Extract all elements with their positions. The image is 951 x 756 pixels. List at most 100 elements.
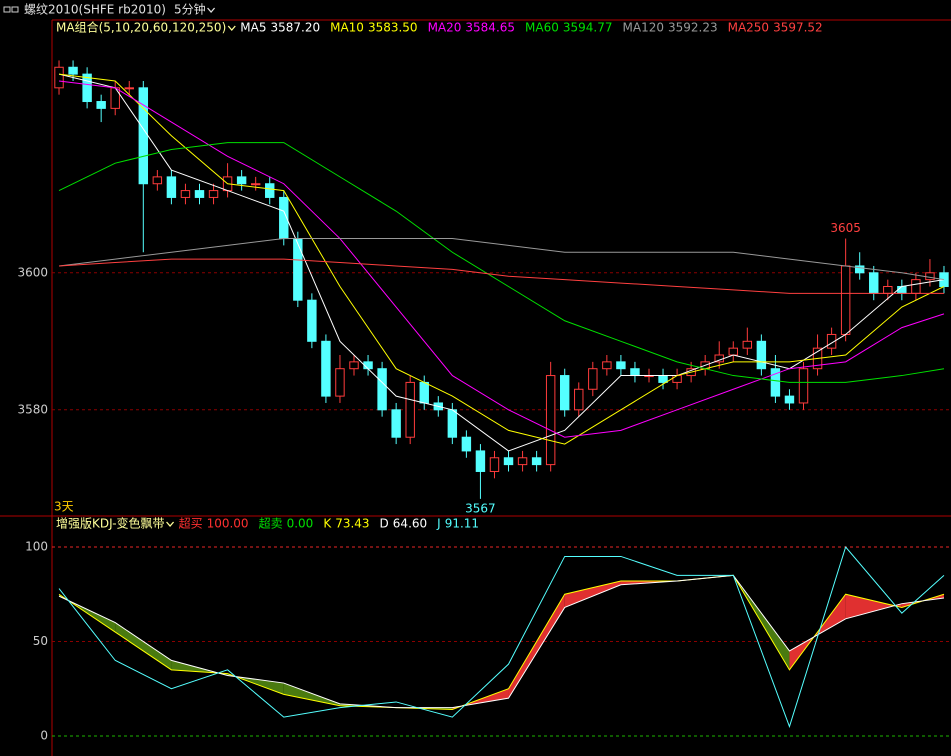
kd-ribbon — [564, 581, 621, 608]
candle-body — [517, 457, 528, 466]
candle-body — [742, 340, 753, 349]
instrument-title: 螺纹2010(SHFE rb2010) — [24, 3, 166, 17]
candle-body — [349, 361, 359, 370]
legend-name: J — [436, 517, 441, 531]
dropdown-chevron[interactable] — [207, 7, 216, 13]
candle-body — [475, 450, 486, 472]
indicator-title[interactable]: 增强版KDJ-变色飘带 — [56, 516, 165, 531]
legend-name: D — [380, 517, 389, 531]
kd-ribbon — [115, 622, 172, 670]
candle-body — [391, 409, 401, 438]
candle-body — [545, 375, 556, 466]
kd-ribbon — [845, 594, 902, 619]
legend-value: 3597.52 — [773, 21, 823, 35]
candle-body — [265, 183, 275, 198]
legend-value: 3584.65 — [465, 21, 515, 35]
legend-value: 64.60 — [393, 517, 427, 531]
level-name: 超买 — [179, 516, 203, 531]
icon — [3, 6, 11, 13]
period[interactable]: 5分钟 — [174, 2, 206, 17]
candle-body — [911, 279, 921, 294]
ma-line — [58, 73, 945, 452]
candle-body — [377, 368, 387, 411]
candle-body — [68, 66, 78, 75]
candle-body — [756, 340, 767, 370]
candle-body — [124, 87, 134, 90]
candle-body — [194, 190, 205, 198]
candle-body — [152, 176, 163, 185]
candle-body — [854, 265, 865, 274]
candle-body — [138, 87, 149, 185]
candle-body — [559, 375, 570, 411]
annotation: 3605 — [830, 221, 861, 235]
x-axis-label: 3天 — [54, 500, 74, 514]
candle-body — [110, 87, 120, 109]
candle-body — [321, 340, 331, 397]
candle-body — [461, 436, 472, 452]
candle-body — [307, 299, 317, 342]
legend-value: 73.43 — [335, 517, 369, 531]
candle-body — [728, 347, 738, 356]
legend-value: 3583.50 — [368, 21, 418, 35]
legend-name: MA20 — [428, 21, 462, 35]
legend-name: MA250 — [728, 21, 769, 35]
indicator-title[interactable]: MA组合(5,10,20,60,120,250) — [56, 20, 226, 35]
candle-body — [616, 361, 626, 370]
candle-body — [250, 183, 261, 186]
kdj-line — [58, 574, 945, 711]
candle-body — [630, 368, 640, 377]
legend-name: MA10 — [330, 21, 364, 35]
candle-body — [503, 457, 514, 466]
legend-value: 3592.23 — [668, 21, 718, 35]
candle-body — [883, 285, 893, 294]
candle-body — [798, 368, 809, 404]
kdj-line — [58, 545, 945, 729]
level-value: 100.00 — [207, 517, 249, 531]
ma-line — [58, 238, 945, 281]
candle-body — [770, 368, 781, 397]
ma-line — [58, 258, 944, 294]
candle-body — [96, 101, 106, 109]
candle-body — [82, 73, 92, 103]
candle-body — [574, 388, 584, 411]
legend-value: 91.11 — [445, 517, 479, 531]
legend-value: 3594.77 — [563, 21, 613, 35]
candle-body — [840, 265, 851, 335]
candle-body — [672, 375, 682, 383]
candle-body — [602, 361, 612, 370]
candle-body — [489, 457, 500, 472]
y-tick-label: 100 — [25, 539, 48, 553]
level-name: 超卖 — [259, 516, 283, 531]
candle-body — [166, 176, 177, 198]
legend-name: MA5 — [240, 21, 266, 35]
candle-body — [869, 272, 879, 294]
candle-body — [531, 457, 542, 466]
level-value: 0.00 — [287, 517, 314, 531]
candle-body — [658, 375, 668, 383]
candle-body — [236, 176, 247, 185]
legend-name: MA60 — [525, 21, 559, 35]
kdj-line — [58, 574, 945, 709]
candle-body — [925, 272, 935, 281]
candle-body — [335, 368, 345, 397]
candle-body — [897, 285, 907, 294]
candle-body — [208, 190, 219, 198]
dropdown-chevron[interactable] — [227, 25, 236, 31]
candle-body — [180, 190, 191, 198]
legend-value: 3587.20 — [270, 21, 320, 35]
candle-body — [54, 66, 64, 89]
dropdown-chevron[interactable] — [166, 521, 175, 527]
legend-name: MA120 — [623, 21, 664, 35]
candle-body — [784, 395, 795, 404]
candle-body — [419, 381, 429, 404]
kd-ribbon — [508, 594, 565, 699]
ma-line — [58, 73, 945, 445]
candle-body — [447, 409, 458, 438]
y-tick-label: 50 — [33, 634, 48, 648]
annotation: 3567 — [465, 501, 496, 515]
candle-body — [405, 381, 415, 438]
icon — [11, 6, 19, 13]
y-tick-label: 3580 — [17, 402, 48, 416]
